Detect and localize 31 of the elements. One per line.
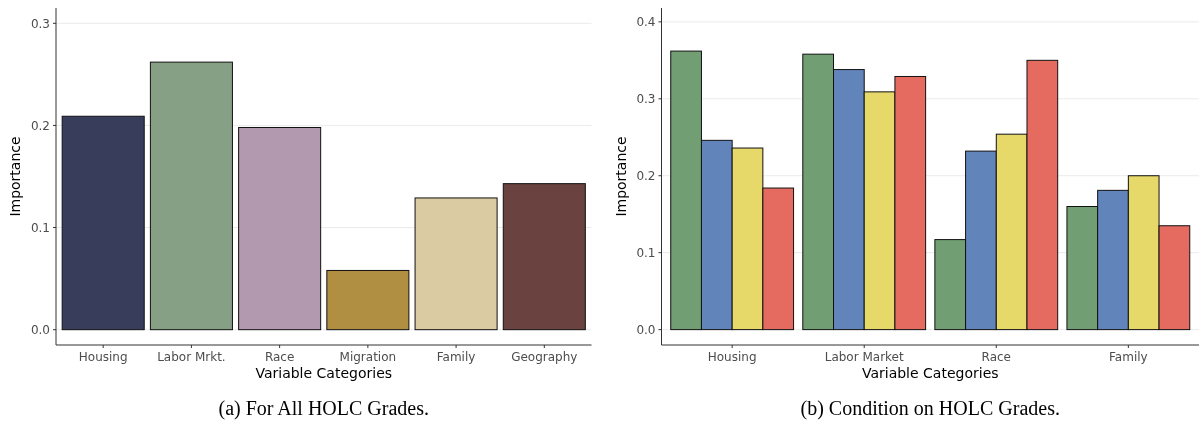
- y-tick-label: 0.3: [30, 16, 50, 31]
- x-axis-title: Variable Categories: [861, 365, 999, 381]
- bar: [149, 61, 233, 331]
- bar: [414, 197, 498, 331]
- y-tick-label: 0.1: [636, 245, 656, 260]
- y-tick-label: 0.2: [636, 168, 656, 183]
- x-tick-label: Housing: [707, 350, 757, 364]
- y-tick-label: 0.4: [636, 15, 656, 30]
- y-tick-label: 0.3: [636, 91, 656, 106]
- text: (a) For All HOLC Grades.: [218, 397, 430, 420]
- x-tick-label: Geography: [511, 350, 578, 364]
- bar: [326, 269, 410, 331]
- y-tick-label: 0.2: [30, 118, 50, 133]
- y-tick-label: 0.0: [30, 322, 50, 337]
- text: (b) Condition on HOLC Grades.: [800, 397, 1060, 420]
- y-tick-label: 0.1: [30, 220, 50, 235]
- x-tick-label: Family: [1109, 350, 1148, 364]
- x-tick-label: Migration: [339, 350, 397, 364]
- y-axis-title: Importance: [612, 136, 629, 217]
- bar: [238, 126, 322, 331]
- x-tick-label: Labor Mrkt.: [157, 350, 226, 364]
- x-tick-label: Race: [264, 350, 295, 364]
- bar: [61, 115, 145, 331]
- x-tick-label: Labor Market: [824, 350, 905, 364]
- bar: [502, 183, 586, 331]
- x-tick-label: Housing: [78, 350, 128, 364]
- x-tick-label: Family: [436, 350, 476, 364]
- x-tick-label: Race: [981, 350, 1011, 364]
- y-tick-label: 0.0: [636, 322, 656, 337]
- y-axis-title: Importance: [7, 136, 23, 217]
- x-axis-title: Variable Categories: [255, 365, 393, 381]
